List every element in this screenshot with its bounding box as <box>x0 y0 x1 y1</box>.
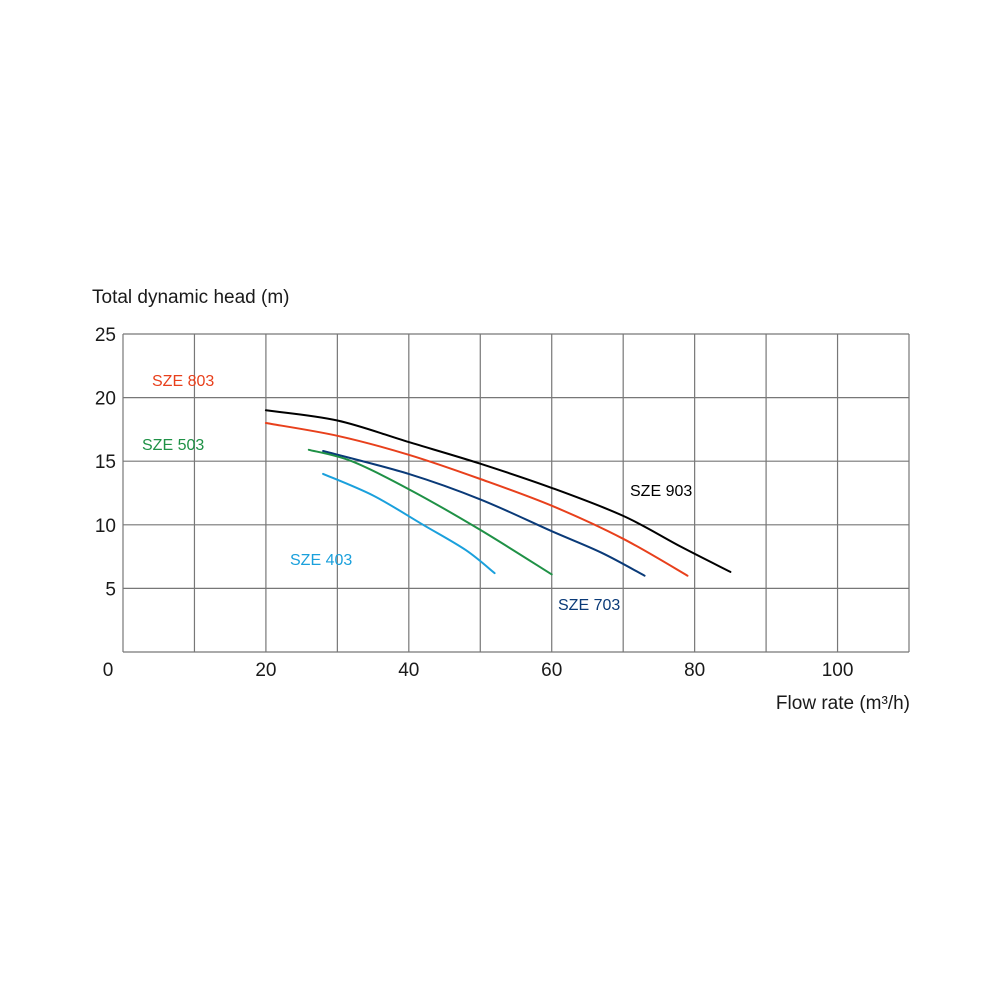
grid <box>122 333 910 653</box>
y-axis-title: Total dynamic head (m) <box>92 287 289 308</box>
x-tick-label: 0 <box>103 660 114 681</box>
x-tick-label: 60 <box>541 660 562 681</box>
series-label-sze-703: SZE 703 <box>558 597 620 614</box>
series-lines <box>264 409 732 577</box>
series-label-sze-803: SZE 803 <box>152 373 214 390</box>
y-tick-label: 10 <box>95 516 116 537</box>
x-tick-label: 100 <box>822 660 854 681</box>
x-tick-label: 20 <box>255 660 276 681</box>
series-label-sze-503: SZE 503 <box>142 437 204 454</box>
tick-labels: 0 20 40 60 80 100 5 10 15 20 25 <box>95 325 854 681</box>
y-tick-label: 20 <box>95 389 116 410</box>
y-tick-label: 5 <box>105 579 116 600</box>
series-line-sze-703 <box>322 450 646 577</box>
series-label-sze-903: SZE 903 <box>630 483 692 500</box>
series-line-sze-803 <box>264 422 689 577</box>
series-line-sze-503 <box>307 448 553 576</box>
series-label-sze-403: SZE 403 <box>290 552 352 569</box>
series-line-sze-903 <box>264 409 732 573</box>
y-tick-label: 15 <box>95 452 116 473</box>
series-labels: SZE 903 SZE 803 SZE 703 SZE 503 SZE 403 <box>142 373 692 614</box>
x-axis-title: Flow rate (m³/h) <box>776 693 910 714</box>
x-tick-label: 80 <box>684 660 705 681</box>
x-tick-label: 40 <box>398 660 419 681</box>
series-line-sze-403 <box>322 472 496 575</box>
y-tick-label: 25 <box>95 325 116 346</box>
